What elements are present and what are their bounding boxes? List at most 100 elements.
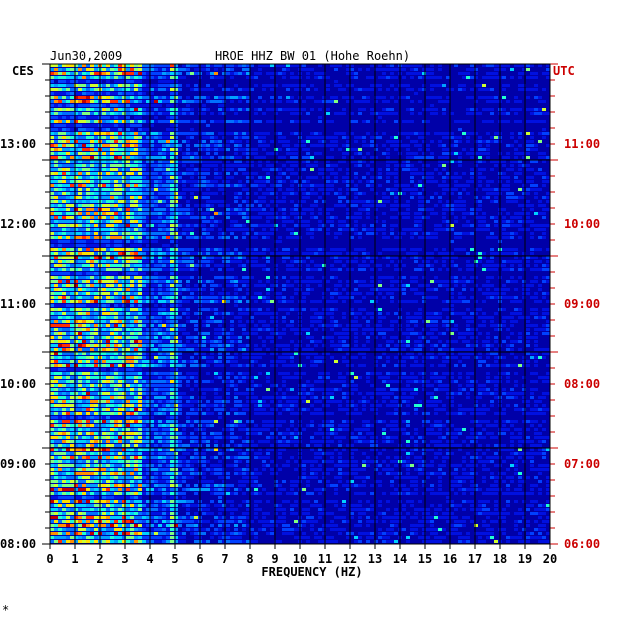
spectrogram-cell [490,100,494,103]
spectrogram-cell [138,128,142,131]
spectrogram-cell [130,160,134,163]
spectrogram-cell [414,72,418,75]
spectrogram-cell [294,236,298,239]
spectrogram-cell [314,216,318,219]
spectrogram-cell [306,268,310,271]
spectrogram-cell [118,136,122,139]
spectrogram-cell [278,208,282,211]
spectrogram-cell [106,172,110,175]
spectrogram-cell [86,260,90,263]
spectrogram-cell [246,180,250,183]
spectrogram-cell [78,224,82,227]
spectrogram-cell [122,224,126,227]
spectrogram-cell [478,200,482,203]
spectrogram-cell [150,316,154,319]
spectrogram-cell [266,268,270,271]
spectrogram-cell [106,256,110,259]
spectrogram-cell [310,108,314,111]
spectrogram-cell [162,252,166,255]
spectrogram-cell [110,136,114,139]
spectrogram-cell [158,288,162,291]
spectrogram-cell [510,200,514,203]
spectrogram-cell [162,320,166,323]
spectrogram-cell [174,304,178,307]
spectrogram-cell [482,120,486,123]
spectrogram-cell [82,204,86,207]
spectrogram-cell [514,224,518,227]
spectrogram-cell [494,68,498,71]
spectrogram-cell [226,260,230,263]
spectrogram-cell [270,84,274,87]
spectrogram-cell [178,280,182,283]
spectrogram-cell [354,172,358,175]
spectrogram-cell [214,96,218,99]
spectrogram-cell [362,96,366,99]
spectrogram-cell [82,268,86,271]
spectrogram-cell [126,268,130,271]
spectrogram-cell [366,184,370,187]
spectrogram-cell [170,88,174,91]
spectrogram-cell [366,164,370,167]
spectrogram-cell [146,132,150,135]
spectrogram-cell [62,256,66,259]
spectrogram-cell [446,176,450,179]
spectrogram-cell [58,164,62,167]
spectrogram-cell [126,80,130,83]
spectrogram-cell [430,88,434,91]
spectrogram-cell [290,156,294,159]
spectrogram-cell [294,144,298,147]
spectrogram-cell [66,236,70,239]
spectrogram-cell [82,320,86,323]
spectrogram-cell [50,236,54,239]
spectrogram-cell [62,228,66,231]
spectrogram-cell [166,188,170,191]
spectrogram-cell [114,244,118,247]
spectrogram-cell [170,268,174,271]
spectrogram-cell [518,316,522,319]
spectrogram-cell [122,320,126,323]
spectrogram-cell [266,212,270,215]
spectrogram-cell [78,292,82,295]
spectrogram-cell [374,148,378,151]
spectrogram-cell [242,136,246,139]
spectrogram-cell [322,308,326,311]
spectrogram-cell [434,296,438,299]
spectrogram-cell [394,136,398,139]
spectrogram-cell [74,228,78,231]
spectrogram-cell [174,104,178,107]
spectrogram-cell [394,120,398,123]
spectrogram-cell [82,292,86,295]
spectrogram-cell [310,216,314,219]
spectrogram-cell [70,160,74,163]
spectrogram-cell [62,288,66,291]
spectrogram-cell [106,136,110,139]
spectrogram-cell [134,132,138,135]
spectrogram-cell [514,160,518,163]
spectrogram-cell [294,292,298,295]
spectrogram-cell [82,312,86,315]
spectrogram-cell [126,220,130,223]
spectrogram-cell [178,300,182,303]
spectrogram-cell [58,160,62,163]
spectrogram-cell [450,296,454,299]
spectrogram-cell [522,220,526,223]
spectrogram-cell [450,256,454,259]
spectrogram-cell [478,288,482,291]
spectrogram-cell [474,84,478,87]
spectrogram-cell [434,228,438,231]
spectrogram-cell [190,128,194,131]
spectrogram-cell [50,268,54,271]
spectrogram-cell [162,156,166,159]
spectrogram-cell [70,120,74,123]
spectrogram-cell [150,152,154,155]
spectrogram-cell [290,260,294,263]
spectrogram-cell [374,144,378,147]
spectrogram-cell [178,304,182,307]
spectrogram-cell [126,168,130,171]
spectrogram-cell [66,116,70,119]
spectrogram-cell [166,180,170,183]
spectrogram-cell [122,72,126,75]
spectrogram-cell [74,304,78,307]
spectrogram-cell [382,236,386,239]
spectrogram-cell [170,184,174,187]
